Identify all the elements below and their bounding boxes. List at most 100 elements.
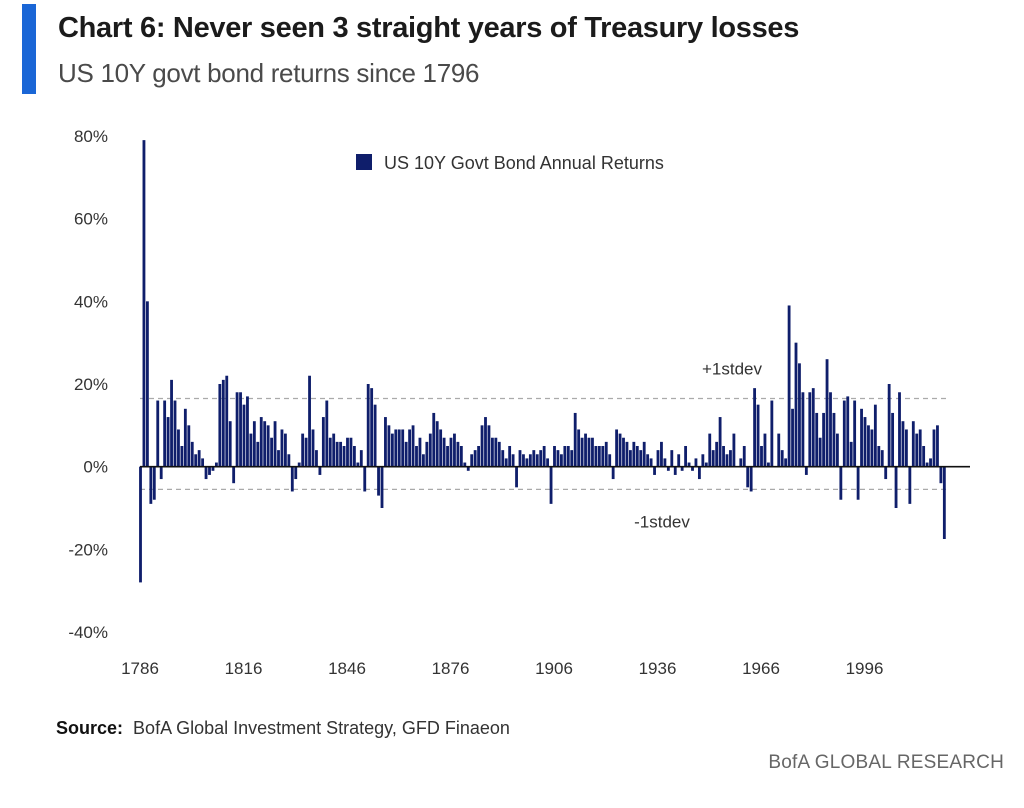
legend-label: US 10Y Govt Bond Annual Returns	[384, 153, 664, 173]
bar	[649, 458, 653, 467]
bar	[777, 433, 781, 467]
bar	[418, 437, 422, 467]
bars	[139, 140, 946, 583]
bar	[804, 466, 808, 475]
bar	[263, 421, 267, 467]
x-tick-label: 1876	[432, 659, 470, 678]
bar	[456, 441, 460, 467]
bar	[856, 466, 860, 500]
brand-footer: BofA GLOBAL RESEARCH	[768, 752, 1004, 773]
bar	[311, 429, 315, 467]
bar	[549, 466, 553, 504]
bar	[522, 454, 525, 467]
bar	[873, 404, 877, 467]
bar	[435, 421, 439, 467]
bar	[604, 441, 608, 467]
bar	[915, 433, 919, 467]
bar	[535, 454, 539, 467]
bar	[749, 466, 753, 492]
bar	[183, 408, 187, 467]
bar	[249, 433, 253, 467]
bar	[304, 437, 308, 467]
source-note: Source: BofA Global Investment Strategy,…	[56, 718, 510, 739]
bar	[501, 450, 505, 467]
bar	[708, 433, 712, 467]
bar	[163, 400, 167, 467]
bar	[511, 454, 515, 467]
bar	[867, 425, 870, 467]
bar	[342, 446, 346, 467]
bar	[301, 433, 305, 467]
bar	[318, 466, 322, 475]
bar	[273, 421, 277, 467]
bar	[832, 412, 836, 467]
bar	[842, 400, 846, 467]
bar	[846, 396, 850, 467]
x-tick-label: 1786	[121, 659, 159, 678]
bar	[287, 454, 291, 467]
bar	[670, 450, 674, 467]
bar	[753, 388, 757, 467]
bar	[729, 450, 732, 467]
bar	[459, 446, 463, 467]
bar	[577, 429, 581, 467]
legend: US 10Y Govt Bond Annual Returns	[356, 153, 664, 173]
bar	[415, 446, 418, 467]
bar	[594, 446, 598, 467]
bar	[497, 441, 501, 467]
bar	[411, 425, 415, 467]
bar	[608, 454, 612, 467]
bar	[421, 454, 425, 467]
bar	[180, 446, 184, 467]
bar	[377, 466, 380, 496]
bar	[760, 446, 763, 467]
bar	[573, 412, 577, 467]
bar	[397, 429, 401, 467]
bar	[387, 425, 391, 467]
bar	[653, 466, 656, 475]
bar	[152, 466, 156, 500]
bar	[145, 301, 149, 467]
bar	[477, 446, 481, 467]
chart-title: Chart 6: Never seen 3 straight years of …	[58, 12, 800, 44]
bar	[532, 450, 536, 467]
bar	[190, 441, 194, 467]
bar	[453, 433, 456, 467]
bar	[884, 466, 888, 480]
bar	[770, 400, 774, 467]
chart-subtitle: US 10Y govt bond returns since 1796	[58, 58, 480, 88]
x-tick-label: 1996	[846, 659, 884, 678]
bar	[908, 466, 912, 504]
bar	[139, 466, 142, 583]
bar	[242, 404, 246, 467]
bar	[704, 462, 708, 467]
bar	[628, 450, 632, 467]
bar	[363, 466, 367, 492]
bar	[339, 441, 343, 467]
bar	[766, 462, 770, 467]
bar	[466, 466, 470, 471]
source-label: Source:	[56, 718, 124, 738]
bar	[794, 342, 798, 467]
bar	[432, 412, 436, 467]
bar	[853, 400, 857, 467]
bar	[425, 441, 429, 467]
bar	[877, 446, 881, 467]
x-axis-tick-labels: 1786 1816 1846 1876 1906 1936 1966 1996	[121, 659, 883, 678]
bar	[446, 446, 449, 467]
bar	[235, 392, 239, 467]
bar	[204, 466, 208, 480]
bar	[283, 433, 287, 467]
bar	[587, 437, 591, 467]
bar	[936, 425, 939, 467]
y-tick-label: 40%	[74, 292, 108, 311]
bar	[494, 437, 498, 467]
bar	[787, 305, 791, 467]
bar	[694, 458, 698, 467]
bar	[194, 454, 198, 467]
bar	[173, 400, 177, 467]
bar	[232, 466, 236, 484]
bar	[646, 454, 650, 467]
bar	[390, 433, 394, 467]
bar	[784, 458, 788, 467]
